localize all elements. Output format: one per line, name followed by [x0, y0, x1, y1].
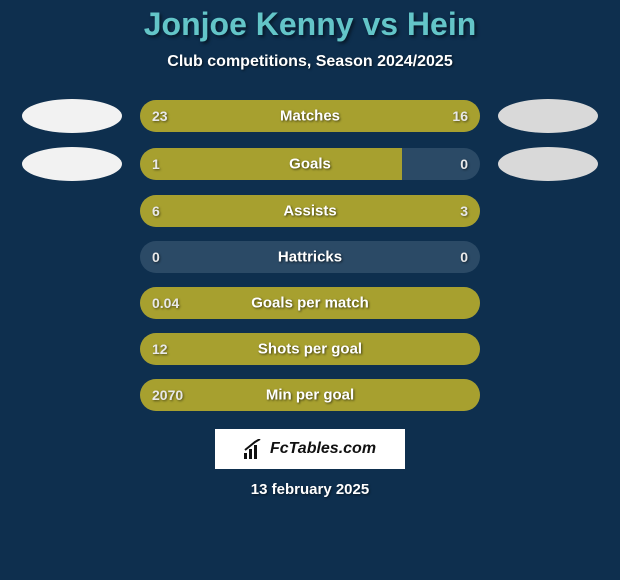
- stat-label: Assists: [283, 203, 336, 220]
- stat-value-left: 0: [152, 249, 160, 265]
- stat-row-holder: 0.04 Goals per match: [140, 287, 480, 319]
- chart-icon: [244, 439, 266, 459]
- stat-row-holder: 2070 Min per goal: [140, 379, 480, 411]
- stat-value-left: 0.04: [152, 295, 179, 311]
- logo-box: FcTables.com: [215, 429, 405, 469]
- stat-value-right: 3: [460, 203, 468, 219]
- player-badge-left: [22, 99, 122, 133]
- comparison-card: Jonjoe Kenny vs Hein Club competitions, …: [0, 0, 620, 580]
- player-badge-right: [498, 99, 598, 133]
- subtitle: Club competitions, Season 2024/2025: [0, 53, 620, 71]
- stat-row: 2070 Min per goal: [140, 379, 480, 411]
- stat-value-right: 16: [452, 108, 468, 124]
- stat-label: Shots per goal: [258, 341, 362, 358]
- stat-label: Min per goal: [266, 387, 354, 404]
- date-text: 13 february 2025: [0, 481, 620, 498]
- stat-row-holder: 0 0 Hattricks: [140, 241, 480, 273]
- stat-label: Hattricks: [278, 249, 342, 266]
- stat-value-left: 23: [152, 108, 168, 124]
- bar-fill-left: [140, 148, 402, 180]
- stat-row: 0.04 Goals per match: [140, 287, 480, 319]
- player-badge-left: [22, 147, 122, 181]
- stat-value-left: 6: [152, 203, 160, 219]
- stat-value-right: 0: [460, 156, 468, 172]
- stat-label: Goals per match: [251, 295, 369, 312]
- stat-row: 0 0 Hattricks: [140, 241, 480, 273]
- stat-value-right: 0: [460, 249, 468, 265]
- logo-text: FcTables.com: [270, 440, 376, 458]
- stat-label: Goals: [289, 156, 331, 173]
- stat-label: Matches: [280, 108, 340, 125]
- stat-value-left: 2070: [152, 387, 183, 403]
- stat-value-left: 1: [152, 156, 160, 172]
- stat-row-holder: 12 Shots per goal: [140, 333, 480, 365]
- stat-row-with-badges: 1 0 Goals: [0, 147, 620, 181]
- stat-row-holder: 6 3 Assists: [140, 195, 480, 227]
- stat-value-left: 12: [152, 341, 168, 357]
- stat-row: 6 3 Assists: [140, 195, 480, 227]
- stat-row: 23 16 Matches: [140, 100, 480, 132]
- stat-row: 1 0 Goals: [140, 148, 480, 180]
- player-badge-right: [498, 147, 598, 181]
- stat-row-with-badges: 23 16 Matches: [0, 99, 620, 133]
- page-title: Jonjoe Kenny vs Hein: [0, 6, 620, 43]
- stat-row: 12 Shots per goal: [140, 333, 480, 365]
- stats-area: 23 16 Matches 1 0 Goals 6 3 Assists 0 0 Hattricks 0.…: [0, 99, 620, 411]
